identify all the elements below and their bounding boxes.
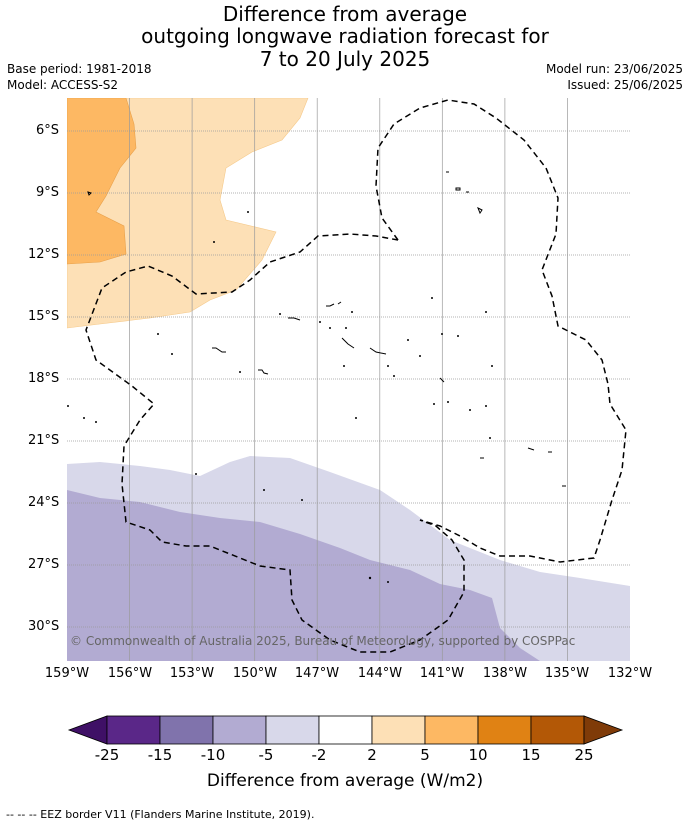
base-period: Base period: 1981-2018	[7, 62, 152, 76]
colorbar-tick-label: -25	[94, 746, 120, 764]
colorbar-segment	[530, 715, 585, 745]
colorbar-segment	[106, 715, 161, 745]
colorbar-tick-label: -15	[147, 746, 173, 764]
lat-label: 12°S	[28, 247, 60, 262]
colorbar-tick-label: -2	[311, 746, 327, 764]
eez-border-cook-islands	[85, 233, 465, 653]
eez-legend: -- -- -- EEZ border V11 (Flanders Marine…	[6, 808, 315, 821]
issued-date: Issued: 25/06/2025	[567, 78, 683, 92]
colorbar-segment	[477, 715, 532, 745]
lon-label: 150°W	[232, 666, 278, 681]
colorbar-segment	[318, 715, 373, 745]
islands	[87, 171, 566, 487]
lat-label: 21°S	[28, 433, 60, 448]
lon-label: 138°W	[482, 666, 528, 681]
colorbar-segment	[265, 715, 320, 745]
colorbar-tick-label: 15	[521, 746, 541, 764]
graticule	[67, 98, 630, 661]
lat-label: 6°S	[36, 123, 60, 138]
island-dots	[67, 211, 493, 583]
anomaly-map	[67, 98, 630, 661]
colorbar-tick-label: 10	[468, 746, 488, 764]
lon-label: 153°W	[169, 666, 215, 681]
colorbar-extend-high	[583, 715, 624, 745]
model-run: Model run: 23/06/2025	[545, 62, 683, 76]
colorbar-segments	[67, 715, 624, 745]
lat-label: 15°S	[28, 309, 60, 324]
copyright-notice: © Commonwealth of Australia 2025, Bureau…	[70, 634, 576, 648]
lon-label: 135°W	[544, 666, 590, 681]
colorbar-segment	[371, 715, 426, 745]
lon-label: 144°W	[357, 666, 403, 681]
anomaly-region-pos-5-10	[67, 98, 137, 265]
lat-label: 27°S	[28, 557, 60, 572]
lon-label: 132°W	[607, 666, 653, 681]
colorbar-title: Difference from average (W/m2)	[206, 771, 484, 791]
eez-border-french-polynesia	[375, 99, 627, 563]
lat-label: 9°S	[36, 185, 60, 200]
lat-label: 24°S	[28, 495, 60, 510]
colorbar-extend-low	[67, 715, 108, 745]
colorbar-tick-label: -10	[200, 746, 226, 764]
colorbar-tick-label: 5	[420, 746, 430, 764]
anomaly-region-neg-10-5	[67, 490, 540, 661]
title-line-3: 7 to 20 July 2025	[259, 47, 431, 71]
lon-label: 147°W	[294, 666, 340, 681]
colorbar-segment	[424, 715, 479, 745]
colorbar-tick-label: 25	[574, 746, 594, 764]
lon-label: 156°W	[107, 666, 153, 681]
colorbar-segment	[159, 715, 214, 745]
colorbar	[67, 715, 624, 745]
colorbar-segment	[212, 715, 267, 745]
eez-borders	[85, 99, 627, 653]
colorbar-tick-label: 2	[367, 746, 377, 764]
model-name: Model: ACCESS-S2	[7, 78, 119, 92]
lat-label: 18°S	[28, 371, 60, 386]
title-line-1: Difference from average	[222, 2, 468, 26]
lon-label: 141°W	[419, 666, 465, 681]
lon-label: 159°W	[44, 666, 90, 681]
title-line-2: outgoing longwave radiation forecast for	[141, 24, 549, 48]
lat-label: 30°S	[28, 619, 60, 634]
colorbar-tick-label: -5	[258, 746, 274, 764]
